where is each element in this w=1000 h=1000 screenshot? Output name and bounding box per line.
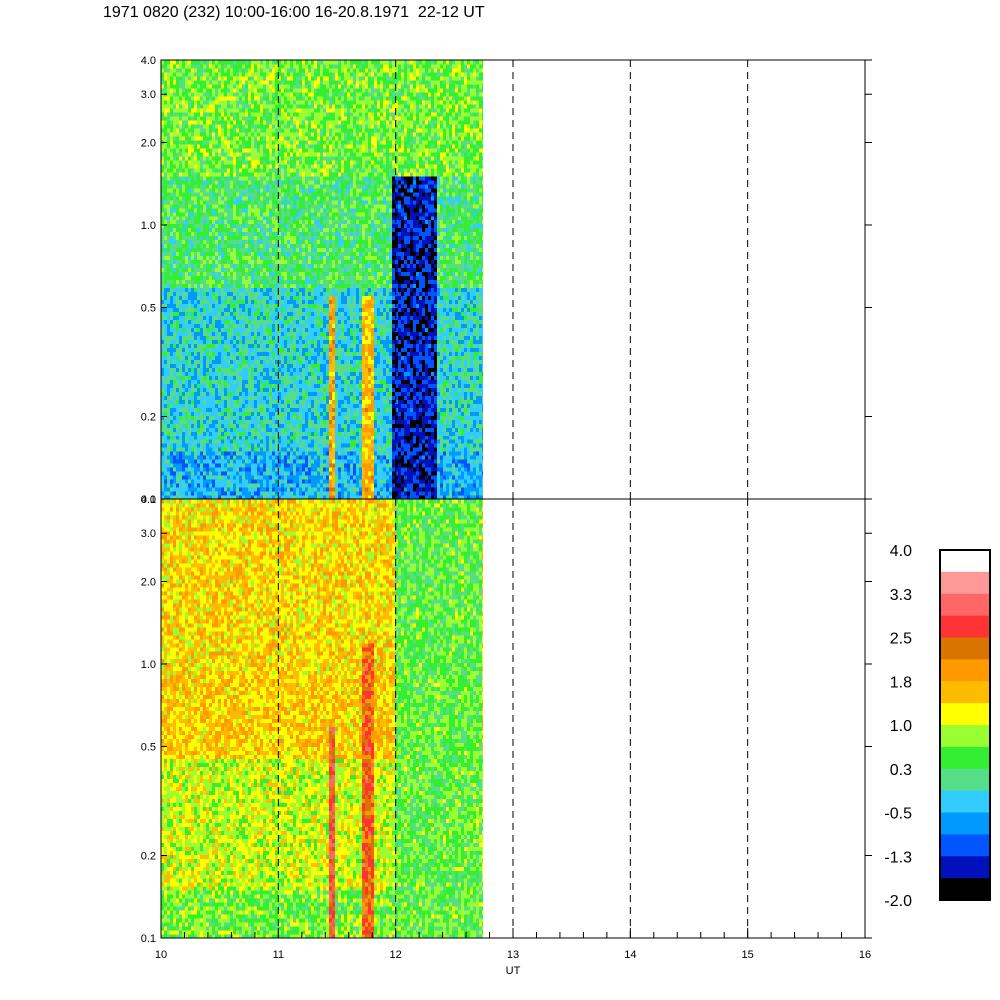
colorbar-swatch	[940, 703, 990, 726]
x-axis-label: UT	[506, 965, 521, 977]
colorbar-swatch	[940, 681, 990, 704]
y-tick-label: 4.0	[141, 55, 156, 67]
colorbar-label: -1.3	[884, 849, 912, 866]
y-tick-label: 2.0	[141, 576, 156, 588]
colorbar-swatch	[940, 550, 990, 573]
y-tick-label: 0.5	[141, 741, 156, 753]
colorbar-swatch	[940, 856, 990, 879]
y-tick-label: 3.0	[141, 528, 156, 540]
colorbar-label: 4.0	[890, 543, 912, 560]
chart-title: 1971 0820 (232) 10:00-16:00 16-20.8.1971…	[103, 4, 485, 22]
x-tick-label: 15	[742, 949, 754, 961]
x-tick-label: 14	[624, 949, 636, 961]
y-tick-label: 0.1	[141, 933, 156, 945]
x-tick-label: 16	[859, 949, 871, 961]
spectrogram-cells-bottom	[161, 499, 483, 939]
x-tick-label: 11	[273, 949, 284, 961]
colorbar-swatch	[940, 746, 990, 770]
y-tick-label: 0.1	[141, 494, 156, 506]
colorbar-label: 1.8	[890, 674, 912, 691]
spectrogram-cells-top	[161, 60, 483, 500]
spectrogram-panel-bottom: 0.1 0.2 0.5 1.0 2.0 3.0 4.0 10 11 12 13 14 15 16 UT	[141, 494, 872, 977]
y-tick-label: 1.0	[141, 220, 156, 232]
colorbar-label: -0.5	[884, 806, 912, 823]
colorbar-swatch	[940, 878, 990, 901]
colorbar-frame	[939, 549, 991, 901]
y-tick-label: 0.5	[141, 302, 156, 314]
colorbar-swatch	[940, 571, 990, 595]
colorbar-swatch	[940, 725, 990, 748]
x-tick-label: 13	[507, 949, 519, 961]
colorbar-swatch	[940, 637, 990, 660]
y-tick-label: 0.2	[141, 851, 156, 863]
y-tick-label: 2.0	[141, 137, 156, 149]
colorbar-swatch	[940, 768, 990, 791]
colorbar-label: 0.3	[890, 762, 912, 779]
colorbar-swatch	[940, 615, 990, 638]
y-tick-label: 3.0	[141, 89, 156, 101]
colorbar-swatch	[940, 834, 990, 857]
colorbar-label: 3.3	[890, 587, 912, 604]
y-tick-label: 4.0	[141, 494, 156, 506]
x-tick-label: 12	[390, 949, 402, 961]
colorbar-swatch	[940, 790, 990, 813]
spectrogram-panel-top: 0.1 0.2 0.5 1.0 2.0 3.0 4.0	[141, 55, 872, 506]
colorbar-swatch	[940, 659, 990, 682]
y-tick-label: 0.2	[141, 412, 156, 424]
colorbar: 4.0 3.3 2.5 1.8 1.0 0.3 -0.5 -1.3 -2.0	[884, 543, 991, 910]
colorbar-swatch	[940, 593, 990, 616]
x-tick-label: 10	[155, 949, 167, 961]
colorbar-swatch	[940, 812, 990, 835]
colorbar-label: 2.5	[890, 631, 912, 648]
y-tick-label: 1.0	[141, 659, 156, 671]
colorbar-label: -2.0	[884, 893, 912, 910]
colorbar-label: 1.0	[890, 718, 912, 735]
